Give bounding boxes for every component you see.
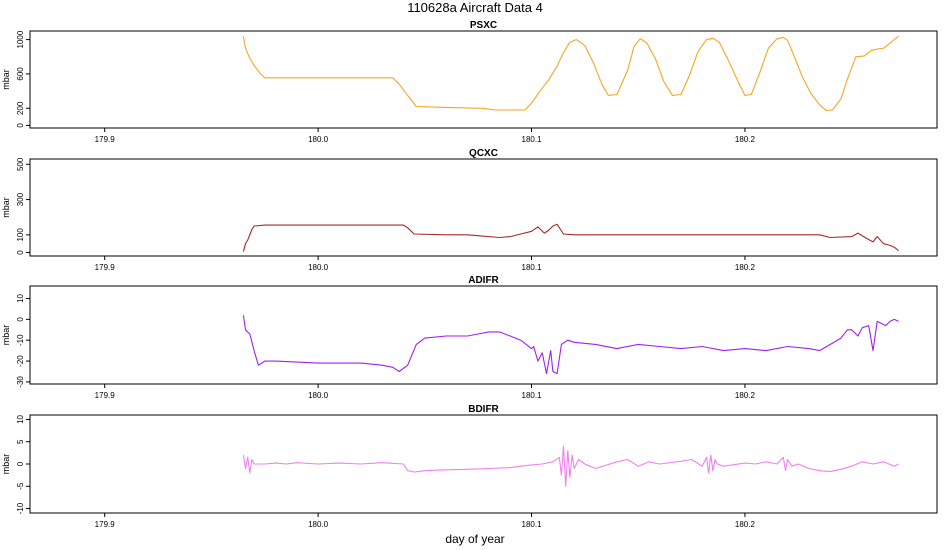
y-tick-label: -5	[16, 482, 25, 490]
y-tick-label: -30	[16, 376, 25, 388]
panel-title: BDIFR	[468, 404, 499, 415]
y-tick-label: 500	[16, 157, 25, 171]
y-tick-label: 5	[16, 439, 25, 444]
y-tick-label: 300	[16, 192, 25, 206]
x-tick-label: 180.2	[735, 520, 756, 529]
panel-title: ADIFR	[468, 275, 499, 286]
y-tick-label: 10	[16, 414, 25, 423]
x-tick-label: 180.2	[735, 263, 756, 272]
plot-frame	[29, 30, 938, 129]
panel-adifr: ADIFR mbar -30 -20 -10 0 10 179.9 180.0 180.1 180.…	[1, 275, 938, 400]
y-tick-label: 0	[16, 461, 25, 466]
y-tick-label: 0	[16, 123, 25, 128]
series-line-adifr	[242, 315, 899, 375]
x-tick-label: 180.2	[735, 391, 756, 400]
x-tick-label: 180.1	[522, 135, 543, 144]
panel-psxc: PSXC mbar 0 200 600 1000 179.9 180.0 180.1 180.2	[1, 20, 938, 144]
y-tick-label: 0	[16, 317, 25, 322]
x-tick-label: 180.1	[522, 520, 543, 529]
plot-frame	[29, 414, 938, 514]
x-tick-label: 180.1	[522, 263, 543, 272]
x-tick-label: 180.1	[522, 391, 543, 400]
y-tick-label: 10	[16, 294, 25, 303]
y-axis-label: mbar	[1, 325, 11, 346]
y-tick-label: 100	[16, 228, 25, 242]
y-tick-label: -10	[16, 502, 25, 514]
y-tick-label: 200	[16, 101, 25, 115]
y-tick-label: 600	[16, 67, 25, 81]
y-tick-label: 1000	[16, 30, 25, 48]
x-tick-label: 179.9	[95, 135, 116, 144]
figure-title: 110628a Aircraft Data 4	[407, 0, 543, 15]
x-tick-label: 180.0	[308, 263, 329, 272]
y-tick-label: 0	[16, 250, 25, 255]
panel-title: QCXC	[469, 148, 498, 159]
panel-qcxc: QCXC mbar 0 100 300 500 179.9 180.0 180.1 180.2	[1, 148, 938, 272]
x-axis-label: day of year	[445, 532, 504, 546]
x-tick-label: 180.0	[308, 391, 329, 400]
y-tick-label: -10	[16, 334, 25, 346]
x-tick-label: 179.9	[95, 391, 116, 400]
series-line-psxc	[242, 35, 899, 111]
plot-frame	[29, 158, 938, 257]
x-tick-label: 180.0	[308, 135, 329, 144]
y-tick-label: -20	[16, 355, 25, 367]
y-axis-label: mbar	[1, 454, 11, 475]
panel-bdifr: BDIFR mbar -10 -5 0 5 10 179.9 180.0 180.1 180.2	[1, 404, 938, 529]
plot-frame	[29, 285, 938, 385]
x-tick-label: 179.9	[95, 520, 116, 529]
x-tick-label: 179.9	[95, 263, 116, 272]
x-tick-label: 180.2	[735, 135, 756, 144]
series-line-qcxc	[242, 223, 899, 252]
y-axis-label: mbar	[1, 197, 11, 218]
y-axis-label: mbar	[1, 69, 11, 90]
series-line-bdifr	[242, 445, 899, 487]
panel-title: PSXC	[470, 20, 497, 31]
x-tick-label: 180.0	[308, 520, 329, 529]
